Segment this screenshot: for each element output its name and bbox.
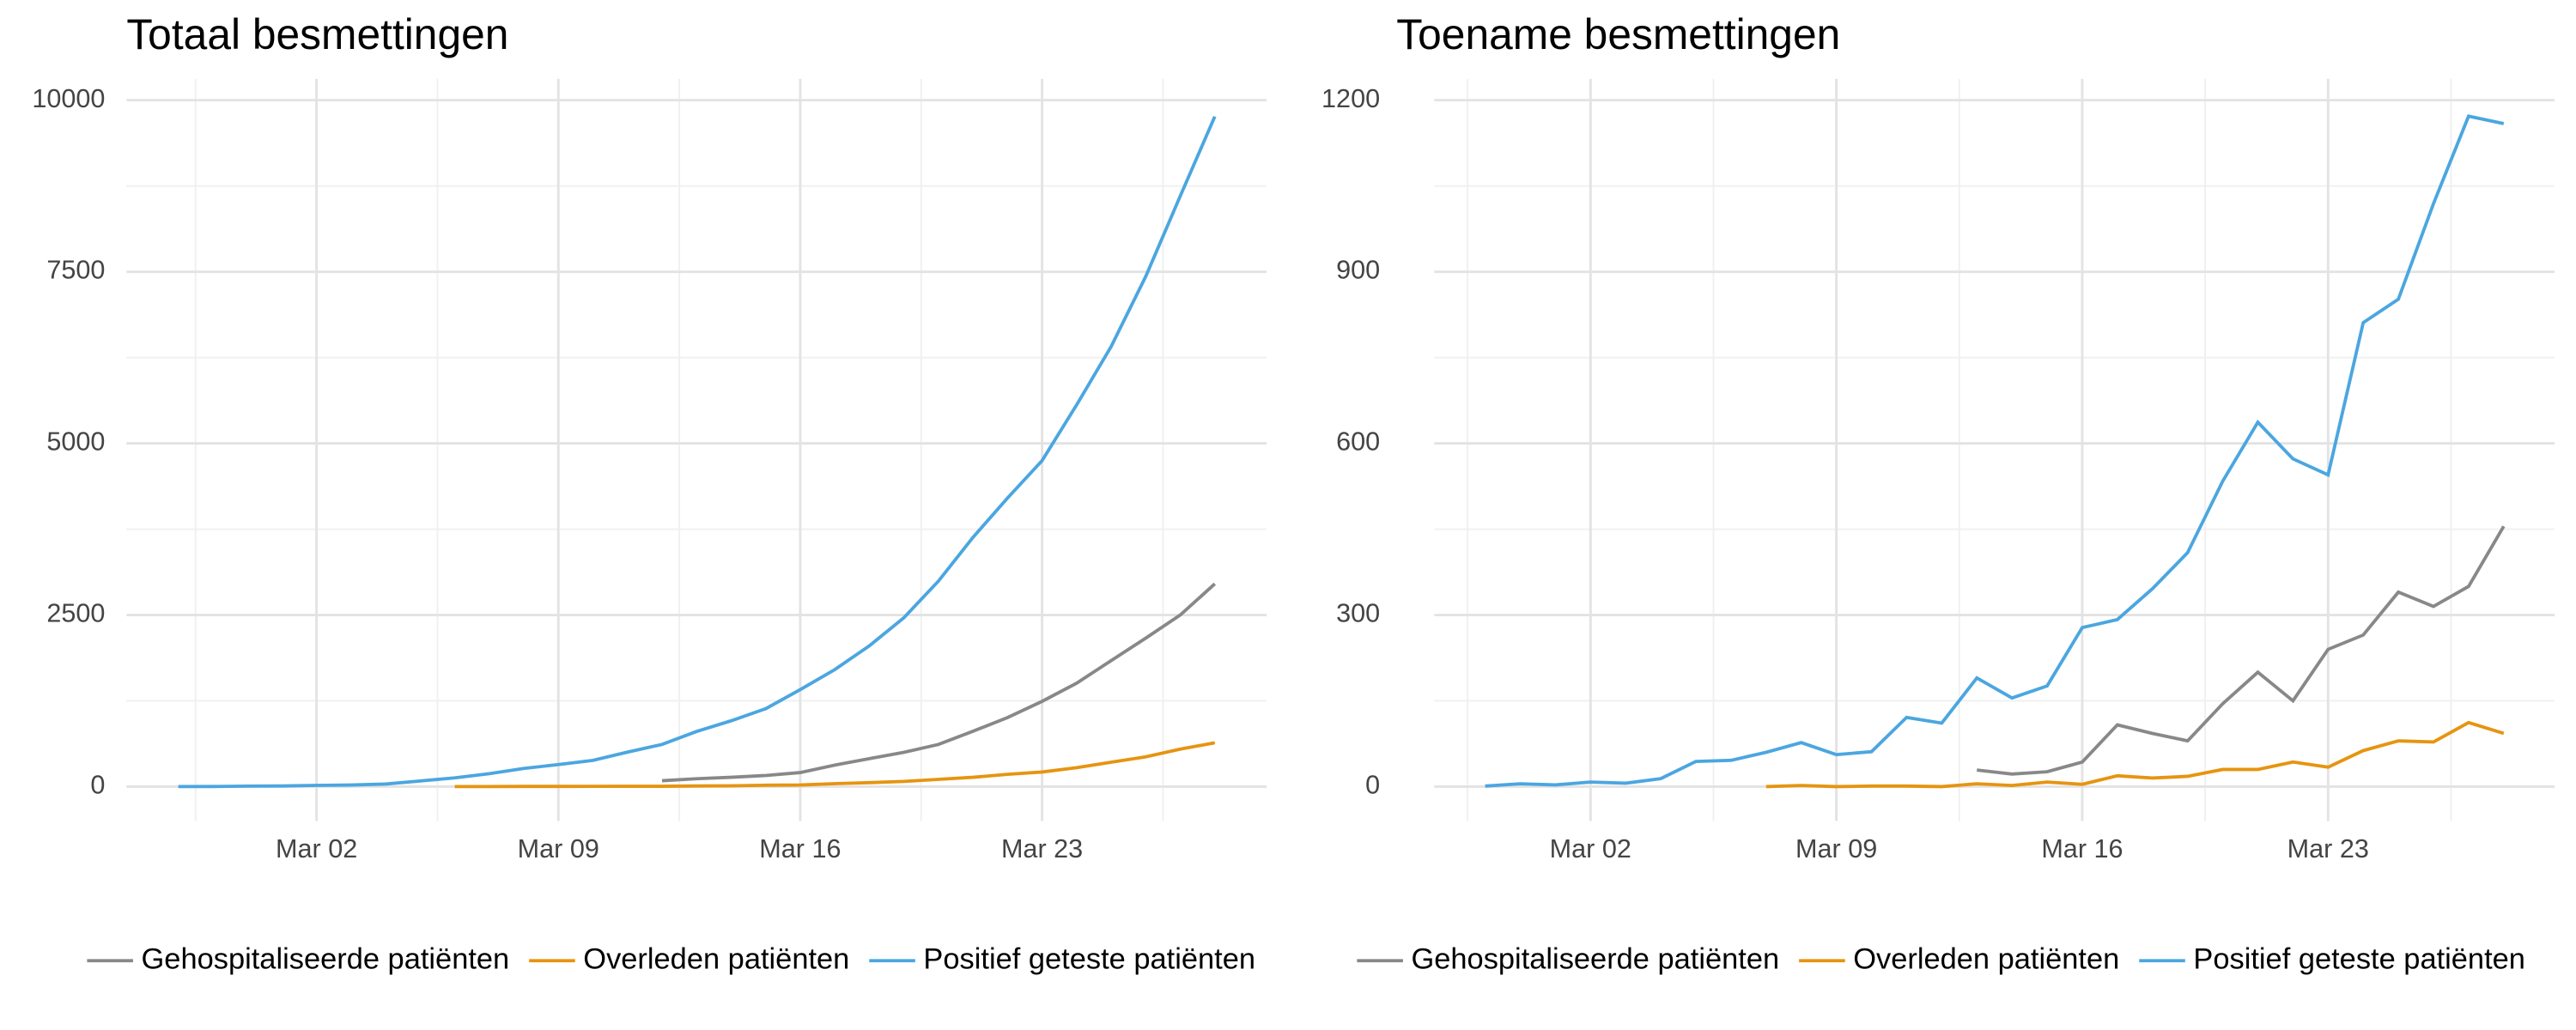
legend-label: Overleden patiënten [1853, 942, 2119, 975]
x-tick-label: Mar 23 [2287, 834, 2369, 863]
chart-title: Totaal besmettingen [126, 10, 508, 58]
y-tick-label: 5000 [46, 427, 105, 457]
y-tick-label: 1200 [1321, 84, 1380, 113]
legend-label: Positief geteste patiënten [2193, 942, 2525, 975]
x-tick-label: Mar 16 [2041, 834, 2123, 863]
legend: Gehospitaliseerde patiënten Overleden pat… [87, 942, 1255, 975]
y-tick-label: 0 [1365, 771, 1380, 800]
y-tick-label: 0 [90, 771, 105, 800]
series-line [1485, 114, 2505, 788]
y-tick-label: 7500 [46, 256, 105, 285]
x-tick-label: Mar 09 [518, 834, 599, 863]
legend-label: Overleden patiënten [583, 942, 849, 975]
chart-title: Toename besmettingen [1396, 10, 1840, 58]
y-tick-label: 2500 [46, 599, 105, 628]
series-line [454, 741, 1216, 789]
chart: Totaal besmettingen 0 2500 5000 7500 10000 Mar… [32, 10, 1267, 975]
y-tick-label: 300 [1336, 599, 1380, 628]
legend-label: Gehospitaliseerde patiënten [142, 942, 510, 975]
legend: Gehospitaliseerde patiënten Overleden pat… [1357, 942, 2525, 975]
legend-label: Gehospitaliseerde patiënten [1411, 942, 1779, 975]
series-line [1977, 525, 2506, 776]
x-tick-label: Mar 16 [759, 834, 841, 863]
series-line [178, 115, 1217, 789]
series-line [1765, 720, 2505, 789]
x-tick-label: Mar 02 [276, 834, 357, 863]
x-tick-label: Mar 23 [1001, 834, 1083, 863]
y-tick-label: 10000 [32, 84, 105, 113]
chart: Toename besmettingen 0 300 600 900 1200 Mar 02… [1321, 10, 2555, 975]
legend-label: Positief geteste patiënten [923, 942, 1255, 975]
series-line [661, 582, 1217, 783]
x-tick-label: Mar 02 [1550, 834, 1631, 863]
x-tick-label: Mar 09 [1795, 834, 1877, 863]
y-tick-label: 900 [1336, 256, 1380, 285]
y-tick-label: 600 [1336, 427, 1380, 457]
